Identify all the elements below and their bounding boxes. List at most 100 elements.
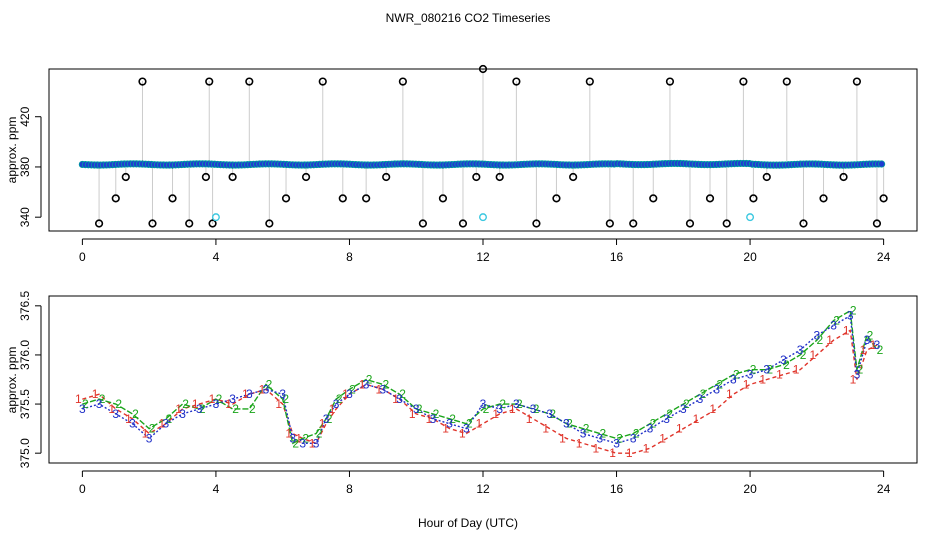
series-2-marker: 2 [733, 368, 740, 382]
series-1-marker: 1 [759, 373, 766, 387]
series-2-marker: 2 [566, 417, 573, 431]
series-1-marker: 1 [259, 382, 266, 396]
spike-point [819, 194, 828, 203]
spike-point [382, 172, 391, 182]
series-2-marker: 2 [817, 333, 824, 347]
series-1-line [82, 329, 878, 454]
top-plot-data [78, 64, 888, 228]
series-1-marker: 1 [392, 392, 399, 406]
series-3-marker: 3 [179, 407, 186, 421]
spike-point [111, 194, 120, 203]
spike-point [478, 64, 488, 74]
spike-point [552, 194, 561, 203]
series-1-marker: 1 [329, 402, 336, 416]
series-1-marker: 1 [342, 387, 349, 401]
series-1-marker: 1 [175, 402, 182, 416]
series-1-marker: 1 [142, 427, 149, 441]
cyan-point [479, 213, 488, 222]
series-3-marker: 3 [797, 343, 804, 357]
series-1-marker: 1 [559, 431, 566, 445]
series-1-marker: 1 [709, 402, 716, 416]
series-3-marker: 3 [730, 373, 737, 387]
series-1-marker: 1 [826, 333, 833, 347]
series-1-marker: 1 [793, 363, 800, 377]
series-3-marker: 3 [513, 397, 520, 411]
series-3-marker: 3 [763, 363, 770, 377]
bottom-y-axis-label: approx. ppm [5, 347, 19, 414]
series-2-marker: 2 [666, 407, 673, 421]
series-3-marker: 3 [229, 392, 236, 406]
chart-title: NWR_080216 CO2 Timeseries [386, 11, 551, 25]
series-2-marker: 2 [266, 377, 273, 391]
top-plot-frame [48, 68, 918, 232]
series-1-marker: 1 [295, 431, 302, 445]
series-1-marker: 1 [626, 446, 633, 460]
spike-point [739, 77, 748, 86]
series-1-marker: 1 [285, 427, 292, 441]
top-x-tick-label: 4 [213, 250, 220, 264]
series-2-marker: 2 [166, 412, 173, 426]
series-3-marker: 3 [129, 417, 136, 431]
spike-point [852, 77, 862, 86]
series-1-marker: 1 [509, 402, 516, 416]
series-3-marker: 3 [663, 412, 670, 426]
series-2-marker: 2 [449, 412, 456, 426]
series-3-marker: 3 [780, 353, 787, 367]
series-1-marker: 1 [576, 436, 583, 450]
series-1-marker: 1 [108, 402, 115, 416]
series-1-marker: 1 [743, 377, 750, 391]
series-1-marker: 1 [309, 436, 316, 450]
series-2-marker: 2 [850, 304, 857, 318]
series-2-marker: 2 [683, 397, 690, 411]
spike-point [839, 172, 848, 182]
series-2-marker: 2 [800, 348, 807, 362]
spike-point [121, 172, 130, 182]
series-2-marker: 2 [383, 377, 390, 391]
co2-timeseries-panel: 0 4 8 12 16 20 24 340 380 420 approx. ppm [5, 64, 918, 264]
spike-point [722, 219, 731, 228]
series-2-marker: 2 [466, 417, 473, 431]
series-2-marker: 2 [433, 407, 440, 421]
top-y-tick-label: 340 [18, 207, 32, 227]
series-1-marker: 1 [459, 427, 466, 441]
series-3-marker: 3 [79, 402, 86, 416]
series-1-marker: 1 [159, 417, 166, 431]
spike-point [872, 219, 882, 228]
spike-point [799, 219, 808, 228]
series-2-marker: 2 [326, 412, 333, 426]
series-1-marker: 1 [870, 338, 877, 352]
spike-point [605, 219, 614, 228]
series-3-marker: 3 [446, 417, 453, 431]
top-y-tick-label: 420 [18, 106, 32, 126]
series-1-marker: 1 [275, 397, 282, 411]
series-1-marker: 1 [609, 446, 616, 460]
series-2-marker: 2 [282, 392, 289, 406]
top-plot-axes: 0 4 8 12 16 20 24 340 380 420 [18, 106, 891, 264]
series-1-marker: 1 [359, 377, 366, 391]
series-2-marker: 2 [499, 397, 506, 411]
series-2-marker: 2 [750, 363, 757, 377]
series-1-marker: 1 [476, 417, 483, 431]
series-1-marker: 1 [492, 407, 499, 421]
series-1-marker: 1 [776, 368, 783, 382]
spike-point [265, 219, 274, 228]
series-3-marker: 3 [413, 402, 420, 416]
series-2-line [82, 309, 878, 445]
spike-point [201, 172, 211, 182]
series-3-marker: 3 [580, 427, 587, 441]
series-3-marker: 3 [613, 436, 620, 450]
series-2-marker: 2 [633, 427, 640, 441]
series-2-marker: 2 [99, 392, 106, 406]
bottom-x-tick-label: 4 [213, 482, 220, 496]
bottom-y-tick-label: 375.5 [18, 389, 32, 419]
bottom-x-tick-label: 0 [79, 482, 86, 496]
spike-point [138, 77, 147, 86]
series-2-marker: 2 [766, 363, 773, 377]
series-2-marker: 2 [600, 427, 607, 441]
series-3-marker: 3 [814, 328, 821, 342]
spike-point [438, 194, 448, 203]
series-3-marker: 3 [480, 397, 487, 411]
bottom-y-tick-label: 376.5 [18, 290, 32, 320]
